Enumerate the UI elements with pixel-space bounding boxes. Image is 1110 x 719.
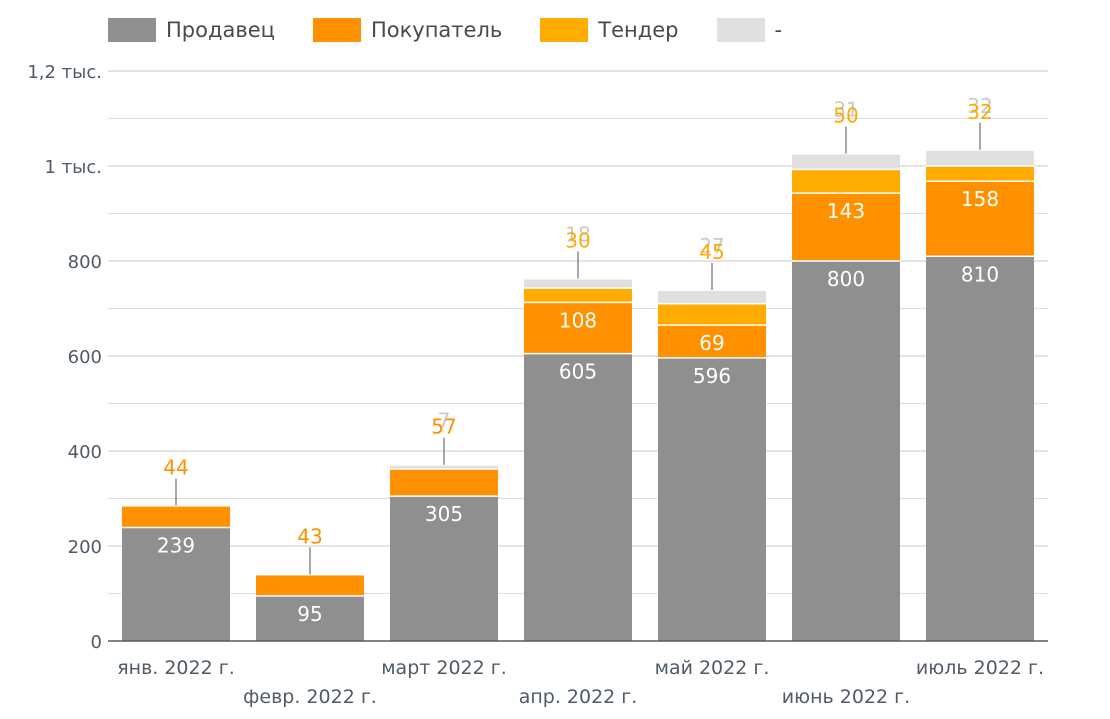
bar-segment <box>926 166 1034 182</box>
x-tick-label: июль 2022 г. <box>916 657 1044 679</box>
data-label: 596 <box>693 364 731 388</box>
x-tick-label: апр. 2022 г. <box>519 686 638 708</box>
bar-segment <box>792 154 900 170</box>
x-tick-label: март 2022 г. <box>381 657 507 679</box>
x-tick-label: февр. 2022 г. <box>243 686 377 708</box>
x-tick-label: май 2022 г. <box>655 657 770 679</box>
legend-swatch-tender <box>540 18 589 42</box>
y-tick-label: 1 тыс. <box>45 157 103 178</box>
legend-swatch-other <box>716 18 765 42</box>
data-label: 605 <box>559 360 597 384</box>
bar-segment <box>390 465 498 470</box>
data-label: 143 <box>827 199 865 223</box>
y-tick-label: 0 <box>91 632 102 653</box>
data-label: 32 <box>967 94 992 118</box>
legend-label-buyer: Покупатель <box>370 18 503 42</box>
chart-legend: Продавец Покупатель Тендер - <box>108 18 820 42</box>
data-label: 800 <box>827 267 865 291</box>
y-tick-label: 1,2 тыс. <box>27 62 102 83</box>
data-label: 30 <box>565 229 590 253</box>
legend-label-tender: Тендер <box>598 18 679 42</box>
bar-segment <box>524 288 632 303</box>
x-tick-label: июнь 2022 г. <box>782 686 910 708</box>
data-label: 57 <box>431 415 456 439</box>
legend-swatch-seller <box>108 18 156 42</box>
bar-segment <box>792 261 900 641</box>
legend-item-other[interactable]: - <box>716 18 783 42</box>
x-tick-label: янв. 2022 г. <box>117 657 235 679</box>
bar-segment <box>926 150 1034 166</box>
y-tick-label: 600 <box>68 347 102 368</box>
data-label: 108 <box>559 308 597 332</box>
bar-segment <box>390 469 498 497</box>
data-label: 32 <box>967 100 992 124</box>
bar-segment <box>792 193 900 261</box>
data-label: 305 <box>425 502 463 526</box>
data-label: 44 <box>163 456 188 480</box>
bar-segment <box>256 595 364 641</box>
data-label: 158 <box>961 187 999 211</box>
y-tick-label: 200 <box>68 537 102 558</box>
bar-segment <box>658 290 766 304</box>
y-tick-label: 400 <box>68 442 102 463</box>
bar-segment <box>122 506 230 528</box>
bar-segment <box>122 527 230 641</box>
y-tick-label: 800 <box>68 252 102 273</box>
legend-item-tender[interactable]: Тендер <box>540 18 679 42</box>
bar-segment <box>658 357 766 641</box>
bar-segment <box>524 353 632 641</box>
bar-segment <box>926 256 1034 641</box>
legend-swatch-buyer <box>312 18 361 42</box>
bar-segment <box>524 279 632 289</box>
bar-segment <box>256 575 364 596</box>
data-label: 18 <box>565 223 590 247</box>
bar-segment <box>926 181 1034 257</box>
data-label: 45 <box>699 240 724 264</box>
bar-segment <box>390 496 498 641</box>
legend-item-seller[interactable]: Продавец <box>108 18 275 42</box>
legend-item-buyer[interactable]: Покупатель <box>312 18 503 42</box>
legend-label-other: - <box>774 18 783 42</box>
data-label: 7 <box>438 409 451 433</box>
data-label: 239 <box>157 533 195 557</box>
data-label: 43 <box>297 524 322 548</box>
data-label: 27 <box>699 234 724 258</box>
data-label: 810 <box>961 262 999 286</box>
legend-label-seller: Продавец <box>166 18 275 42</box>
bar-segment <box>792 169 900 194</box>
data-label: 69 <box>699 331 724 355</box>
bar-segment <box>658 325 766 358</box>
bar-segment <box>524 302 632 354</box>
data-label: 31 <box>833 98 858 122</box>
data-label: 50 <box>833 104 858 128</box>
bar-segment <box>658 303 766 326</box>
data-label: 95 <box>297 602 322 626</box>
